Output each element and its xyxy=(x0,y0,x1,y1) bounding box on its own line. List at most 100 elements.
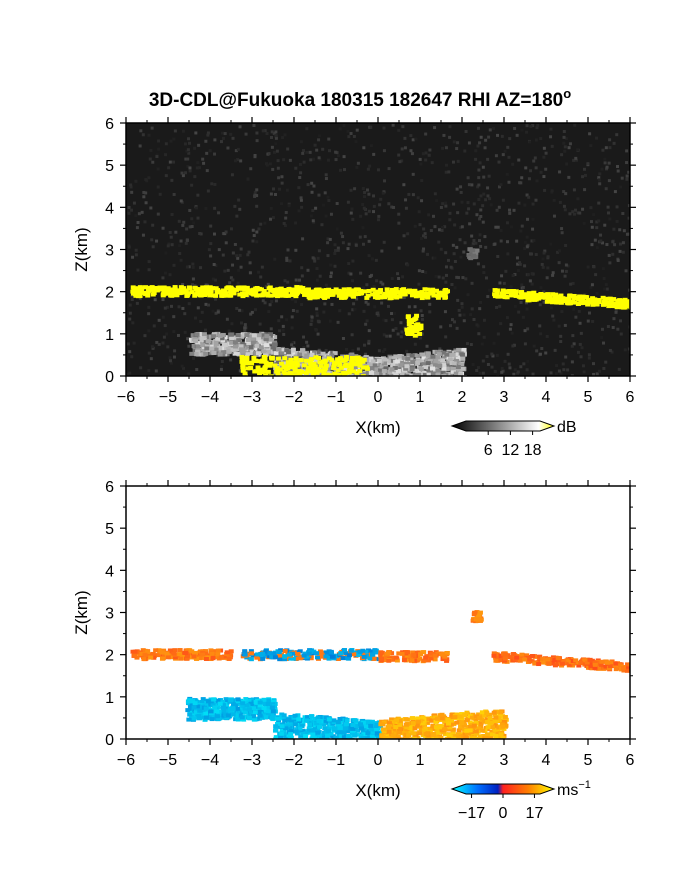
backscatter-noise-cell xyxy=(538,352,542,356)
velocity-data-cell xyxy=(356,653,362,658)
backscatter-data-cell xyxy=(199,337,205,342)
backscatter-noise-cell xyxy=(499,229,503,233)
velocity-data-cell xyxy=(224,710,230,715)
backscatter-noise-cell xyxy=(188,225,192,229)
backscatter-noise-cell xyxy=(376,313,380,317)
backscatter-noise-cell xyxy=(563,145,567,149)
backscatter-noise-cell xyxy=(212,232,216,236)
velocity-data-cell xyxy=(235,716,241,721)
backscatter-data-cell xyxy=(170,288,176,293)
backscatter-noise-cell xyxy=(482,192,486,196)
backscatter-noise-cell xyxy=(531,202,535,206)
backscatter-data-cell xyxy=(263,352,269,357)
velocity-data-cell xyxy=(275,721,281,726)
backscatter-noise-cell xyxy=(282,332,286,336)
backscatter-noise-cell xyxy=(424,151,428,155)
backscatter-noise-cell xyxy=(205,151,209,155)
backscatter-data-cell xyxy=(193,287,199,292)
backscatter-noise-cell xyxy=(523,342,527,346)
backscatter-noise-cell xyxy=(211,277,215,281)
backscatter-noise-cell xyxy=(467,183,471,187)
velocity-data-cell xyxy=(242,652,248,657)
velocity-data-cell xyxy=(357,649,363,654)
backscatter-noise-cell xyxy=(367,329,371,333)
backscatter-noise-cell xyxy=(255,240,259,244)
backscatter-noise-cell xyxy=(366,167,370,171)
backscatter-data-cell xyxy=(193,352,199,357)
backscatter-noise-cell xyxy=(286,280,290,284)
backscatter-noise-cell xyxy=(476,262,480,266)
backscatter-noise-cell xyxy=(310,315,314,319)
backscatter-noise-cell xyxy=(608,138,612,142)
backscatter-noise-cell xyxy=(428,148,432,152)
backscatter-noise-cell xyxy=(272,187,276,191)
backscatter-data-cell xyxy=(303,358,309,363)
backscatter-data-cell xyxy=(209,346,215,351)
backscatter-noise-cell xyxy=(388,334,392,338)
velocity-data-cell xyxy=(153,648,159,653)
velocity-data-cell xyxy=(189,649,195,654)
backscatter-data-cell xyxy=(401,355,407,360)
backscatter-noise-cell xyxy=(586,265,590,269)
backscatter-noise-cell xyxy=(515,256,519,260)
backscatter-noise-cell xyxy=(263,221,267,225)
backscatter-noise-cell xyxy=(516,268,520,272)
backscatter-data-cell xyxy=(546,296,552,301)
velocity-data-cell xyxy=(423,655,429,660)
backscatter-data-cell xyxy=(356,356,362,361)
backscatter-noise-cell xyxy=(298,162,302,166)
backscatter-noise-cell xyxy=(482,335,486,339)
backscatter-data-cell xyxy=(346,370,352,375)
backscatter-noise-cell xyxy=(563,149,567,153)
backscatter-noise-cell xyxy=(270,130,274,134)
backscatter-noise-cell xyxy=(458,238,462,242)
backscatter-noise-cell xyxy=(234,149,238,153)
backscatter-noise-cell xyxy=(213,152,217,156)
backscatter-noise-cell xyxy=(520,128,524,132)
backscatter-noise-cell xyxy=(471,362,475,366)
backscatter-data-cell xyxy=(203,351,209,356)
backscatter-noise-cell xyxy=(363,235,367,239)
backscatter-data-cell xyxy=(288,357,294,362)
backscatter-data-cell xyxy=(359,291,365,296)
backscatter-noise-cell xyxy=(170,178,174,182)
backscatter-noise-cell xyxy=(456,298,460,302)
backscatter-noise-cell xyxy=(559,334,563,338)
backscatter-noise-cell xyxy=(166,244,170,248)
backscatter-data-cell xyxy=(352,365,358,370)
backscatter-noise-cell xyxy=(620,176,624,180)
velocity-data-cell xyxy=(343,651,349,656)
backscatter-xtick-label: 5 xyxy=(584,389,593,406)
velocity-data-cell xyxy=(235,697,241,702)
velocity-data-cell xyxy=(141,657,147,662)
backscatter-noise-cell xyxy=(157,318,161,322)
backscatter-noise-cell xyxy=(524,166,528,170)
backscatter-noise-cell xyxy=(151,160,155,164)
backscatter-noise-cell xyxy=(306,344,310,348)
backscatter-noise-cell xyxy=(433,256,437,260)
backscatter-noise-cell xyxy=(431,214,435,218)
backscatter-noise-cell xyxy=(211,309,215,313)
velocity-data-cell xyxy=(177,652,183,657)
backscatter-noise-cell xyxy=(606,325,610,329)
backscatter-data-cell xyxy=(283,290,289,295)
velocity-data-cell xyxy=(595,660,601,665)
velocity-data-cell xyxy=(312,725,318,730)
backscatter-data-cell xyxy=(382,357,388,362)
backscatter-noise-cell xyxy=(405,349,409,353)
backscatter-noise-cell xyxy=(460,305,464,309)
backscatter-data-cell xyxy=(336,360,342,365)
backscatter-noise-cell xyxy=(298,176,302,180)
velocity-data-cell xyxy=(353,718,359,723)
backscatter-noise-cell xyxy=(144,191,148,195)
backscatter-noise-cell xyxy=(542,155,546,159)
backscatter-noise-cell xyxy=(322,310,326,314)
backscatter-data-cell xyxy=(306,287,312,292)
backscatter-noise-cell xyxy=(478,141,482,145)
backscatter-noise-cell xyxy=(270,145,274,149)
backscatter-noise-cell xyxy=(346,200,350,204)
backscatter-noise-cell xyxy=(276,159,280,163)
backscatter-noise-cell xyxy=(132,201,136,205)
velocity-data-cell xyxy=(316,651,322,656)
backscatter-noise-cell xyxy=(628,288,630,292)
